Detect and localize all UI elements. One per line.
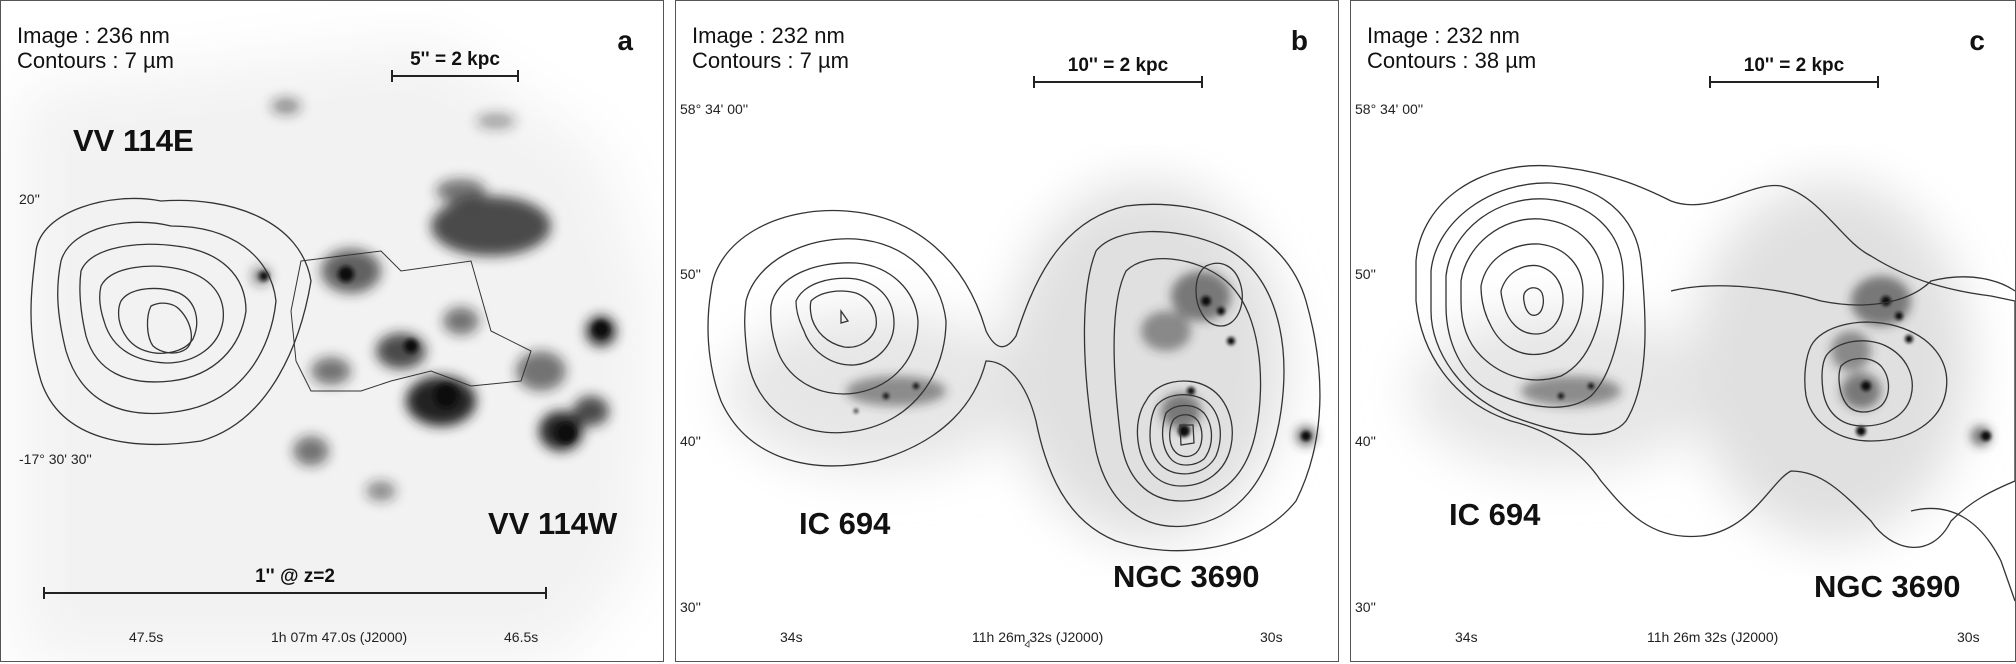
- x-tick-label: 30s: [1957, 629, 1980, 645]
- panel-c-image: [1411, 164, 2015, 602]
- y-tick-label: 20'': [19, 191, 40, 207]
- x-tick-label: 11h 26m 32s (J2000): [972, 629, 1104, 645]
- panel-letter: a: [617, 25, 633, 56]
- galaxy-label-vv114e: VV 114E: [73, 123, 194, 158]
- image-wavelength-label: Image : 236 nm: [17, 23, 170, 48]
- panel-c-header: Image : 232 nm Contours : 38 µm: [1367, 23, 1536, 73]
- y-tick-label: 50'': [680, 266, 701, 282]
- panel-a-image: [21, 41, 651, 661]
- x-tick-label: 34s: [1455, 629, 1478, 645]
- image-wavelength-label: Image : 232 nm: [692, 23, 845, 48]
- panel-b-header: Image : 232 nm Contours : 7 µm: [692, 23, 849, 73]
- x-tick-label: 11h 26m 32s (J2000): [1647, 629, 1779, 645]
- z2-scale-bar-label: 1'' @ z=2: [255, 566, 335, 587]
- panel-b: Image : 232 nm Contours : 7 µm b 10'' = …: [675, 0, 1339, 662]
- scale-bar-label: 10'' = 2 kpc: [1067, 55, 1169, 76]
- y-tick-label: 58° 34' 00'': [680, 101, 749, 117]
- x-tick-label: 30s: [1260, 629, 1283, 645]
- y-tick-label: 30'': [1355, 599, 1376, 615]
- y-tick-label: 40'': [1355, 433, 1376, 449]
- y-tick-label: 58° 34' 00'': [1355, 101, 1424, 117]
- scale-bar: 10'' = 2 kpc: [1709, 55, 1879, 88]
- galaxy-label-vv114w: VV 114W: [488, 506, 618, 541]
- y-tick-label: 50'': [1355, 266, 1376, 282]
- panel-a-header: Image : 236 nm Contours : 7 µm: [17, 23, 174, 73]
- y-tick-label: 30'': [680, 599, 701, 615]
- x-tick-label: 1h 07m 47.0s (J2000): [271, 629, 408, 645]
- galaxy-label-ngc3690: NGC 3690: [1113, 559, 1260, 594]
- x-tick-label: 47.5s: [129, 629, 164, 645]
- galaxy-label-ic694: IC 694: [799, 506, 891, 541]
- panel-letter: b: [1290, 25, 1308, 56]
- galaxy-label-ngc3690: NGC 3690: [1814, 569, 1961, 604]
- panel-b-image: [707, 181, 1321, 648]
- scale-bar: 10'' = 2 kpc: [1033, 55, 1203, 88]
- panel-a: Image : 236 nm Contours : 7 µm a 5'' = 2…: [0, 0, 664, 662]
- galaxy-label-ic694: IC 694: [1449, 497, 1541, 532]
- scale-bar-label: 10'' = 2 kpc: [1743, 55, 1845, 76]
- contour-wavelength-label: Contours : 7 µm: [692, 48, 849, 73]
- scale-bar-label: 5'' = 2 kpc: [410, 49, 500, 70]
- y-tick-label: 40'': [680, 433, 701, 449]
- panel-c: Image : 232 nm Contours : 38 µm c 10'' =…: [1350, 0, 2016, 662]
- panel-letter: c: [1969, 25, 1985, 56]
- contour-wavelength-label: Contours : 38 µm: [1367, 48, 1537, 73]
- image-wavelength-label: Image : 232 nm: [1367, 23, 1520, 48]
- x-tick-label: 46.5s: [504, 629, 539, 645]
- z2-scale-bar: 1'' @ z=2: [43, 566, 547, 599]
- x-tick-label: 34s: [780, 629, 803, 645]
- y-tick-label: -17° 30' 30'': [19, 451, 92, 467]
- contour-wavelength-label: Contours : 7 µm: [17, 48, 174, 73]
- scale-bar: 5'' = 2 kpc: [391, 49, 519, 82]
